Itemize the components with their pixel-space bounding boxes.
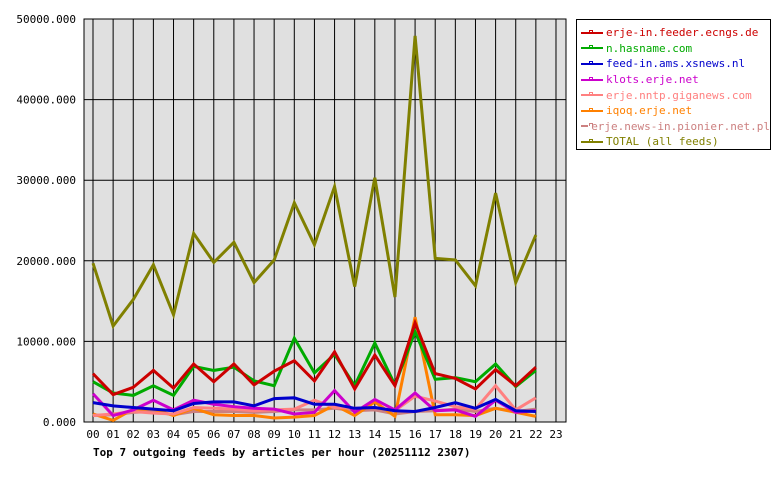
- x-tick-label: 09: [268, 428, 281, 441]
- x-tick-label: 08: [247, 428, 260, 441]
- series-line: [92, 383, 537, 418]
- legend-label: iqoq.erje.net: [606, 104, 693, 118]
- series-line: [91, 388, 536, 419]
- x-tick-label: 11: [308, 428, 321, 441]
- legend-label: feed-in.ams.xsnews.nl: [606, 57, 746, 71]
- legend-line-marker-icon: [581, 92, 603, 97]
- x-tick-label: 18: [449, 428, 462, 441]
- legend-line-marker-icon: [581, 76, 603, 81]
- series-line: [92, 327, 537, 398]
- legend-line-marker-icon: [581, 45, 603, 50]
- y-tick-label: 10000.000: [16, 335, 76, 348]
- legend-line-marker-icon: [581, 60, 603, 65]
- series-line: [91, 318, 537, 397]
- legend-label: TOTAL (all feeds): [606, 135, 719, 149]
- legend-item: erje.nntp.giganews.com: [577, 87, 770, 103]
- x-tick-label: 12: [328, 428, 341, 441]
- legend-line-marker-icon: [581, 29, 603, 34]
- x-tick-label: 03: [147, 428, 160, 441]
- legend-item: klots.erje.net: [577, 72, 770, 88]
- x-tick-label: 06: [207, 428, 220, 441]
- y-axis-ticks: 0.000 10000.000 20000.000 30000.000 40000.00…: [16, 13, 76, 429]
- legend-label: erje.news-in.pionier.net.pl: [591, 119, 770, 133]
- y-tick-label: 40000.000: [16, 94, 76, 107]
- y-tick-label: 50000.000: [16, 13, 76, 26]
- legend-item: n.hasname.com: [577, 41, 770, 57]
- y-tick-label: 20000.000: [16, 255, 76, 268]
- series-line: [91, 35, 538, 330]
- y-tick-label: 0.000: [43, 416, 76, 429]
- legend-label: erje-in.feeder.ecngs.de: [606, 26, 759, 40]
- chart-title: Top 7 outgoing feeds by articles per hou…: [93, 446, 471, 459]
- x-tick-label: 01: [107, 428, 120, 441]
- data-series-lines: [91, 35, 538, 423]
- legend-item: iqoq.erje.net: [577, 103, 770, 119]
- legend-item: erje-in.feeder.ecngs.de: [577, 25, 770, 41]
- x-tick-label: 05: [187, 428, 200, 441]
- legend-line-marker-icon: [581, 107, 603, 112]
- legend-line-marker-icon: [581, 138, 603, 143]
- legend-item: feed-in.ams.xsnews.nl: [577, 56, 770, 72]
- x-tick-label: 15: [388, 428, 401, 441]
- x-tick-label: 00: [86, 428, 99, 441]
- x-tick-label: 13: [348, 428, 361, 441]
- legend-item: TOTAL (all feeds): [577, 134, 770, 150]
- plot-area: [83, 18, 567, 423]
- y-tick-label: 30000.000: [16, 174, 76, 187]
- x-tick-label: 21: [509, 428, 522, 441]
- x-tick-label: 10: [288, 428, 301, 441]
- x-tick-label: 02: [127, 428, 140, 441]
- x-tick-label: 07: [227, 428, 240, 441]
- legend-line-marker-icon: [581, 123, 594, 128]
- x-tick-label: 19: [469, 428, 482, 441]
- chart-legend: erje-in.feeder.ecngs.de n.hasname.com feed…: [576, 19, 771, 150]
- x-tick-label: 23: [549, 428, 562, 441]
- grid-lines: [84, 18, 566, 423]
- x-tick-label: 16: [408, 428, 421, 441]
- legend-item: erje.news-in.pionier.net.pl: [577, 119, 770, 135]
- legend-label: klots.erje.net: [606, 73, 699, 87]
- x-tick-label: 14: [368, 428, 382, 441]
- series-line: [92, 396, 536, 414]
- x-tick-label: 20: [489, 428, 502, 441]
- legend-label: n.hasname.com: [606, 41, 693, 55]
- x-tick-label: 22: [529, 428, 542, 441]
- x-tick-label: 04: [167, 428, 181, 441]
- x-axis-ticks: 00 01 02 03 04 05 06 07 08 09 10 11 12 13 14 15 16 17 18 19…: [86, 428, 562, 441]
- x-tick-label: 17: [429, 428, 442, 441]
- legend-label: erje.nntp.giganews.com: [606, 88, 752, 102]
